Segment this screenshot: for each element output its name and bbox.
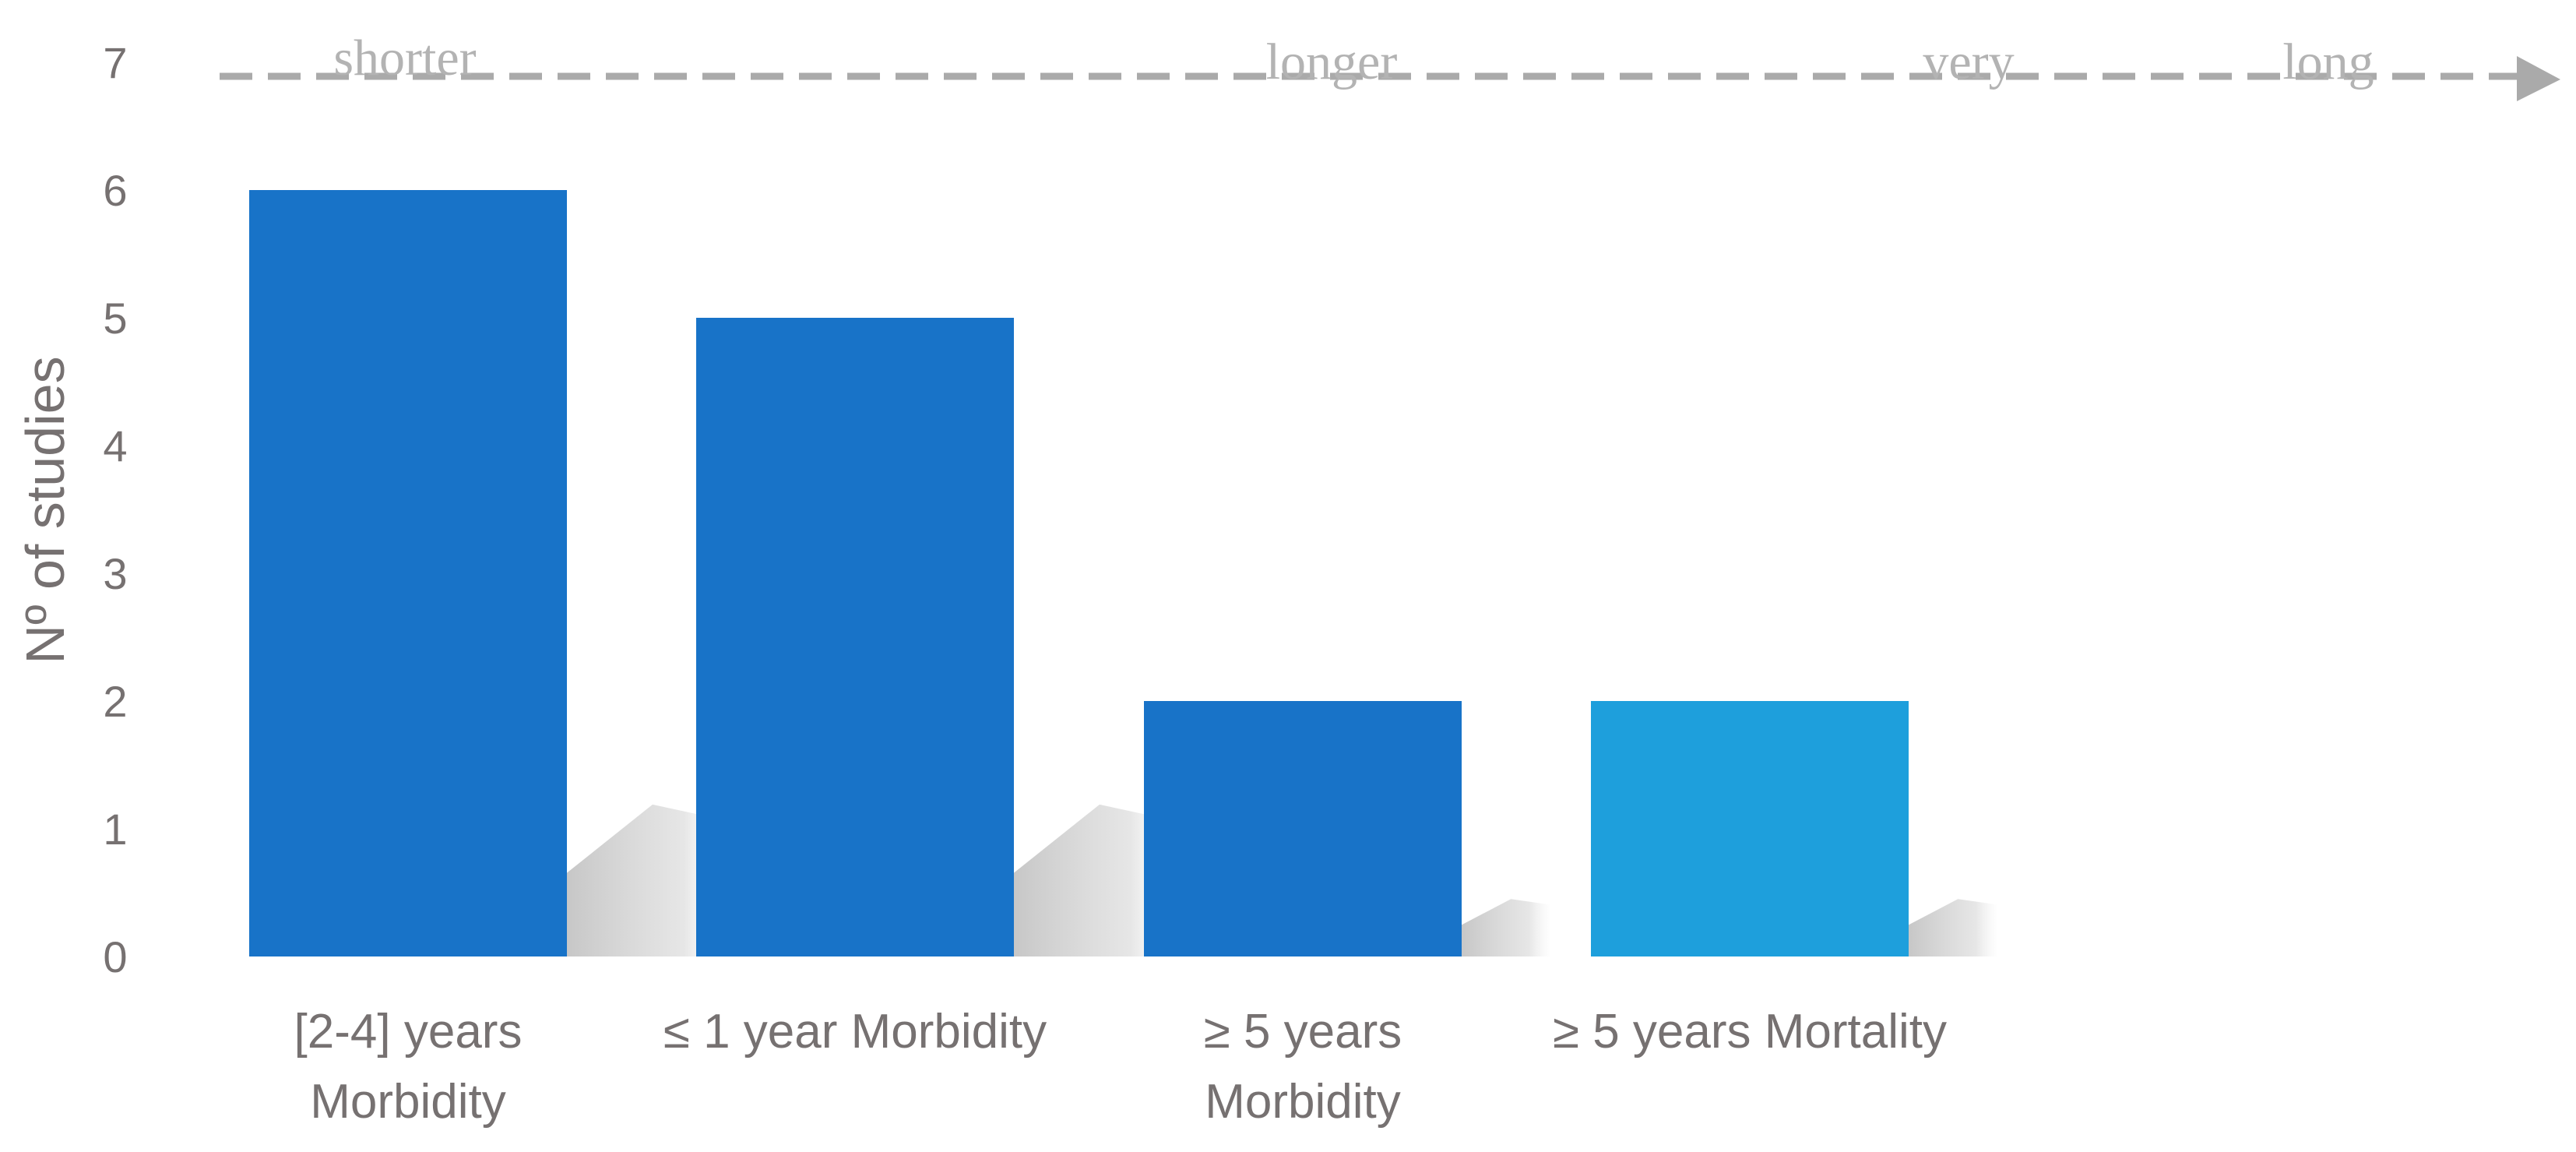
y-tick-label: 3 <box>103 549 127 598</box>
x-tick-label: Morbidity <box>1205 1075 1401 1129</box>
y-tick-label: 2 <box>103 677 127 726</box>
arrow-label-long: long <box>2282 33 2374 90</box>
bar <box>696 318 1014 956</box>
bar-shadow <box>1909 899 1998 956</box>
duration-arrow: shorter longer very long <box>220 30 2560 101</box>
duration-arrow-head <box>2517 56 2560 101</box>
bar <box>1591 701 1909 956</box>
y-tick-label: 1 <box>103 805 127 854</box>
x-tick-label: ≥ 5 years Mortality <box>1553 1005 1947 1059</box>
x-axis-labels: [2-4] years Morbidity ≤ 1 year Morbidity ≥ … <box>294 1005 1947 1129</box>
arrow-label-very: very <box>1923 33 2014 90</box>
y-tick-label: 7 <box>103 38 127 87</box>
arrow-label-longer: longer <box>1266 33 1398 90</box>
bars <box>249 190 1909 956</box>
x-tick-label: ≤ 1 year Morbidity <box>663 1005 1047 1059</box>
y-tick-label: 6 <box>103 166 127 215</box>
bar-shadow <box>1462 899 1551 956</box>
x-tick-label: [2-4] years <box>294 1005 523 1059</box>
bar-shadow <box>567 804 723 956</box>
x-tick-label: Morbidity <box>310 1075 506 1129</box>
y-tick-label: 4 <box>103 421 127 470</box>
arrow-label-shorter: shorter <box>333 30 476 86</box>
y-tick-label: 5 <box>103 294 127 343</box>
bar <box>1144 701 1462 956</box>
bar <box>249 190 567 956</box>
bar-shadow <box>1014 804 1170 956</box>
x-tick-label: ≥ 5 years <box>1204 1005 1402 1059</box>
bar-shadows <box>567 804 1998 956</box>
y-axis-label: Nº of studies <box>15 356 76 664</box>
y-tick-label: 0 <box>103 932 127 981</box>
y-axis-ticks: 0 1 2 3 4 5 6 7 <box>103 38 127 981</box>
